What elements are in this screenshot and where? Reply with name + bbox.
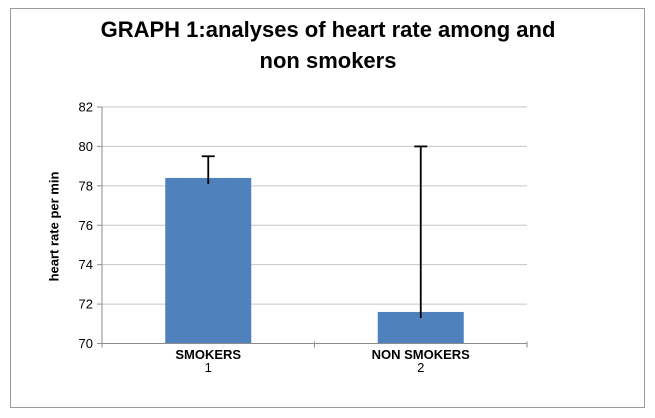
- chart-frame: [10, 8, 645, 408]
- bar: [165, 177, 252, 344]
- y-tick-label: 76: [79, 218, 93, 233]
- y-tick-label: 82: [79, 100, 93, 115]
- y-tick-label: 72: [79, 297, 93, 312]
- category-label: SMOKERS: [175, 347, 241, 362]
- category-number-label: 2: [417, 360, 424, 375]
- category-label: NON SMOKERS: [372, 347, 471, 362]
- chart-title: GRAPH 1:analyses of heart rate among and…: [10, 14, 646, 76]
- y-tick-label: 74: [79, 257, 93, 272]
- y-tick-label: 70: [79, 336, 93, 351]
- category-number-label: 1: [205, 360, 212, 375]
- y-tick-label: 80: [79, 139, 93, 154]
- chart-title-line-1: GRAPH 1:analyses of heart rate among and: [100, 17, 556, 42]
- y-tick-label: 78: [79, 178, 93, 193]
- chart-title-line-2: non smokers: [259, 48, 397, 73]
